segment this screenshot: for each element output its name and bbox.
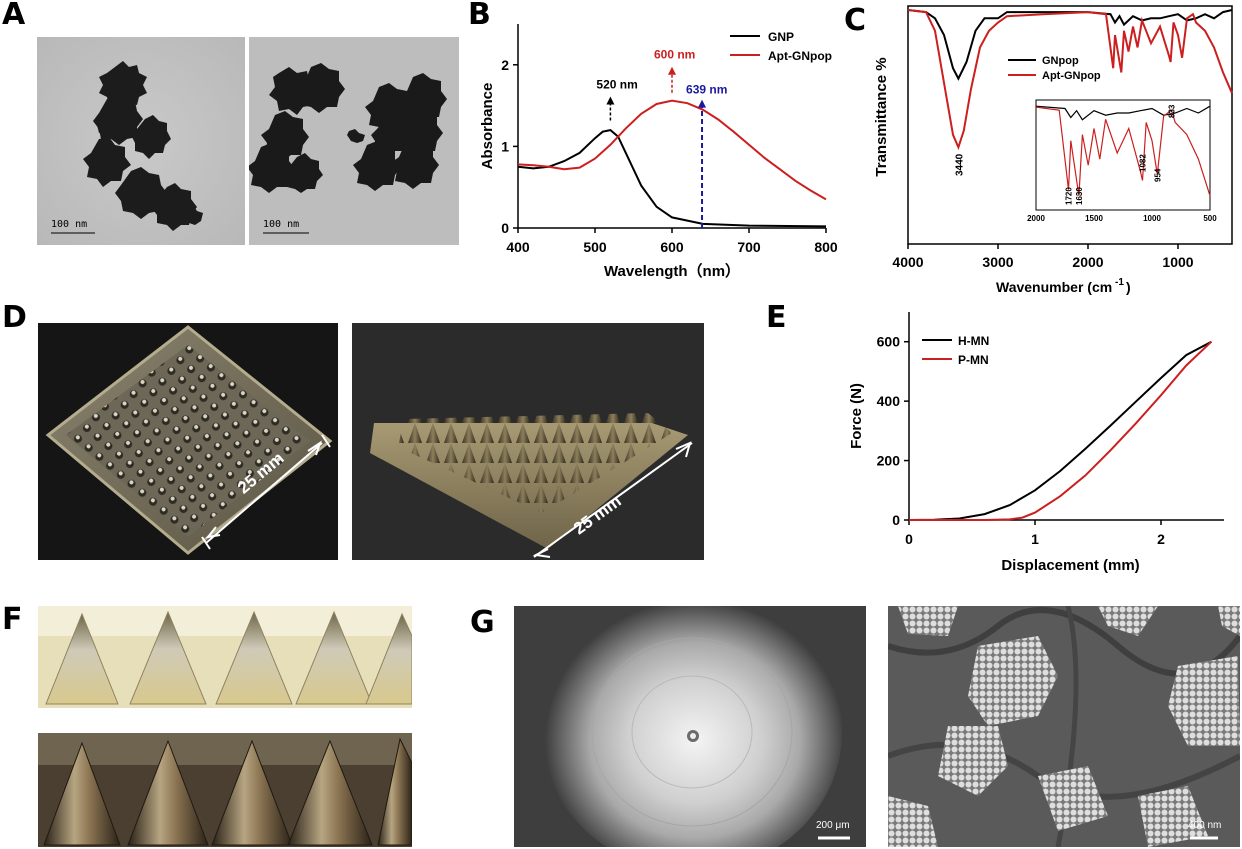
y-tick-label: 400	[877, 393, 901, 409]
inset-peak-label: 1720	[1064, 187, 1073, 205]
x-tick-label: 700	[737, 239, 761, 255]
photo-needles-light	[38, 606, 412, 708]
needle-row	[43, 737, 412, 846]
inset-tick-label: 500	[1203, 214, 1217, 223]
y-tick-label: 200	[877, 453, 901, 469]
x-axis-label: Displacement (mm)	[1001, 557, 1139, 574]
y-tick-label: 0	[501, 220, 509, 236]
y-tick-label: 0	[892, 512, 900, 528]
legend-label: GNP	[768, 30, 794, 44]
chart-c: 4000 3000 2000 1000 Wavenumber (cm -1) Transmi…	[873, 5, 1233, 295]
x-tick-label: 1000	[1162, 254, 1193, 270]
x-tick-label: 2000	[1072, 254, 1103, 270]
annotation-arrowhead	[668, 66, 676, 75]
legend-label: Apt-GNpop	[768, 49, 832, 63]
nanoparticle-cluster	[249, 63, 447, 193]
x-axis-label-exponent: -1	[1115, 277, 1124, 288]
x-tick-label: 800	[814, 239, 838, 255]
needle-array	[398, 413, 672, 513]
dimension-arrow	[532, 441, 693, 558]
annotation-label: 520 nm	[596, 77, 637, 91]
legend-label: GNpop	[1042, 55, 1079, 67]
peak-label: 3440	[954, 153, 965, 176]
scale-label: 100 nm	[51, 219, 88, 230]
photo-patch-top: 25 mm	[38, 323, 338, 560]
panel-letter-e: E	[766, 300, 787, 335]
series-line-gnpop	[907, 9, 1233, 81]
panel-letter-d: D	[2, 300, 27, 335]
y-tick-label: 600	[877, 334, 901, 350]
needle-base	[542, 606, 842, 847]
y-tick-label: 2	[501, 57, 509, 73]
panel-letter-f: F	[2, 602, 23, 637]
needle-row	[45, 610, 412, 705]
nanoparticle-cluster	[83, 61, 203, 231]
y-axis-label: Force (N)	[848, 383, 865, 449]
tem-image-gnp: 100 nm	[37, 37, 245, 245]
y-axis-label: Transmittance %	[873, 57, 890, 176]
plot-frame	[907, 5, 1233, 245]
photo-patch-side: 25 mm	[352, 323, 704, 560]
x-tick-label: 400	[506, 239, 530, 255]
needle-array	[66, 345, 310, 537]
scale-label: 100 nm	[263, 219, 300, 230]
inset-tick-label: 2000	[1027, 214, 1045, 223]
inset-tick-label: 1000	[1143, 214, 1161, 223]
panel-letter-c: C	[844, 3, 867, 38]
inset-series-gnpop	[1035, 105, 1211, 121]
x-tick-label: 600	[660, 239, 684, 255]
x-axis-label: Wavelength（nm）	[604, 262, 740, 280]
annotation-arrowhead	[606, 96, 615, 105]
x-axis-label-paren: )	[1126, 279, 1131, 295]
inset-tick-label: 1500	[1085, 214, 1103, 223]
x-tick-label: 3000	[982, 254, 1013, 270]
scale-label: 200 μm	[816, 820, 850, 831]
x-tick-label: 0	[905, 531, 913, 547]
inset-frame	[1035, 99, 1211, 211]
legend-label: P-MN	[958, 353, 989, 367]
sem-image-needle-tip: 200 μm	[514, 606, 866, 847]
series-line-p-mn	[909, 340, 1213, 521]
scale-label: 400 nm	[1188, 820, 1222, 831]
legend-label: H-MN	[958, 334, 989, 348]
y-axis-label: Absorbance	[479, 83, 496, 170]
tem-image-apt-gnpop: 100 nm	[249, 37, 459, 245]
y-tick-label: 1	[501, 138, 509, 154]
annotation-arrowhead	[698, 99, 707, 108]
panel-letter-b: B	[468, 0, 491, 32]
particle-clusters	[888, 606, 1240, 847]
inset-peak-label: 1630	[1075, 187, 1084, 205]
chart-e: 0 1 2 0 200 400 600 Displacement (mm) Force (N) H…	[848, 312, 1224, 574]
x-tick-label: 2	[1157, 531, 1165, 547]
photo-needles-dark	[38, 733, 412, 847]
annotation-label: 600 nm	[654, 48, 695, 62]
panel-letter-a: A	[2, 0, 26, 32]
x-axis-label: Wavenumber (cm	[996, 279, 1112, 295]
series-line-gnp	[517, 129, 827, 228]
legend-label: Apt-GNpop	[1042, 70, 1101, 82]
dimension-arrow	[201, 434, 331, 550]
series-line-apt-gnpop	[517, 99, 827, 201]
sem-image-surface: 400 nm	[888, 606, 1240, 847]
x-tick-label: 500	[583, 239, 607, 255]
x-tick-label: 4000	[892, 254, 923, 270]
inset-peak-label: 833	[1167, 104, 1176, 118]
inset-peak-label: 1082	[1138, 154, 1147, 172]
inset-peak-label: 954	[1153, 168, 1162, 182]
series-line-h-mn	[908, 340, 1212, 521]
x-tick-label: 1	[1031, 531, 1039, 547]
series-line-apt-gnpop	[907, 9, 1233, 151]
inset-series-apt-gnpop	[1035, 106, 1211, 196]
chart-b: 400 500 600 700 800 0 1 2 Wavelength（nm） Absorban…	[479, 24, 838, 280]
annotation-label: 639 nm	[686, 83, 727, 97]
panel-letter-g: G	[470, 605, 495, 640]
